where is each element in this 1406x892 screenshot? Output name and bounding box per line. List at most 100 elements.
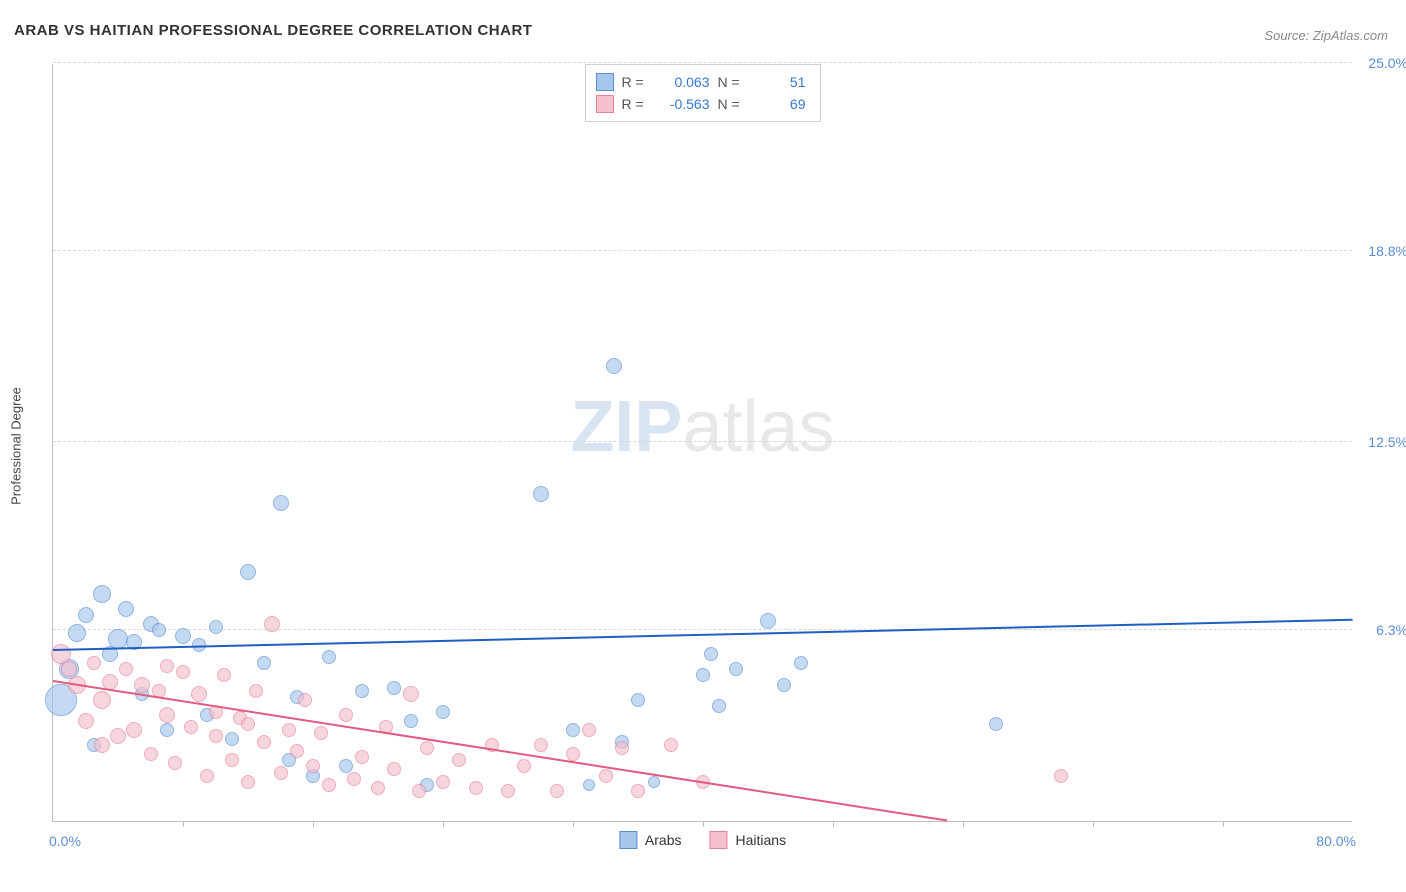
scatter-point xyxy=(404,714,418,728)
x-tick xyxy=(833,821,834,827)
x-tick xyxy=(183,821,184,827)
scatter-point xyxy=(209,620,223,634)
x-tick xyxy=(703,821,704,827)
scatter-point xyxy=(191,686,207,702)
scatter-point xyxy=(273,495,289,511)
scatter-point xyxy=(712,699,726,713)
scatter-point xyxy=(225,753,239,767)
arabs-swatch-icon xyxy=(596,73,614,91)
scatter-point xyxy=(420,741,434,755)
scatter-point xyxy=(225,732,239,746)
scatter-point xyxy=(339,708,353,722)
watermark-bold: ZIP xyxy=(570,387,682,467)
scatter-point xyxy=(582,723,596,737)
x-axis-max-label: 80.0% xyxy=(1316,833,1356,849)
scatter-point xyxy=(118,601,134,617)
scatter-point xyxy=(729,662,743,676)
scatter-point xyxy=(533,486,549,502)
scatter-point xyxy=(176,665,190,679)
gridline xyxy=(53,250,1352,251)
n-label: N = xyxy=(718,71,746,93)
scatter-point xyxy=(68,624,86,642)
scatter-point xyxy=(168,756,182,770)
source-value: ZipAtlas.com xyxy=(1313,28,1388,43)
gridline xyxy=(53,62,1352,63)
scatter-point xyxy=(347,772,361,786)
source-attribution: Source: ZipAtlas.com xyxy=(1264,28,1388,43)
trend-line xyxy=(53,680,947,821)
scatter-point xyxy=(648,776,660,788)
scatter-point xyxy=(403,686,419,702)
scatter-point xyxy=(200,769,214,783)
trend-line xyxy=(53,619,1353,651)
scatter-point xyxy=(108,629,128,649)
scatter-point xyxy=(290,744,304,758)
r-label: R = xyxy=(622,93,650,115)
stats-row-haitians: R = -0.563 N = 69 xyxy=(596,93,806,115)
scatter-point xyxy=(517,759,531,773)
legend-label-haitians: Haitians xyxy=(735,832,786,848)
haitians-n-value: 69 xyxy=(754,93,806,115)
correlation-stats-box: R = 0.063 N = 51 R = -0.563 N = 69 xyxy=(585,64,821,122)
scatter-point xyxy=(257,735,271,749)
legend-item-arabs: Arabs xyxy=(619,831,682,849)
scatter-point xyxy=(989,717,1003,731)
series-legend: Arabs Haitians xyxy=(619,831,786,849)
scatter-point xyxy=(550,784,564,798)
scatter-point xyxy=(217,668,231,682)
scatter-point xyxy=(160,659,174,673)
scatter-point xyxy=(583,779,595,791)
y-axis-title: Professional Degree xyxy=(9,387,24,505)
scatter-point xyxy=(355,750,369,764)
scatter-point xyxy=(534,738,548,752)
arabs-r-value: 0.063 xyxy=(658,71,710,93)
legend-item-haitians: Haitians xyxy=(709,831,786,849)
scatter-point xyxy=(501,784,515,798)
scatter-point xyxy=(387,681,401,695)
x-tick xyxy=(1223,821,1224,827)
scatter-point xyxy=(264,616,280,632)
y-tick-label: 12.5% xyxy=(1368,434,1406,450)
scatter-point xyxy=(144,747,158,761)
scatter-point xyxy=(606,358,622,374)
plot-area: ZIPatlas R = 0.063 N = 51 R = -0.563 N =… xyxy=(52,64,1352,822)
scatter-point xyxy=(93,691,111,709)
scatter-point xyxy=(160,723,174,737)
scatter-point xyxy=(314,726,328,740)
y-tick-label: 6.3% xyxy=(1376,622,1406,638)
scatter-point xyxy=(134,677,150,693)
scatter-point xyxy=(282,723,296,737)
scatter-point xyxy=(436,775,450,789)
scatter-point xyxy=(387,762,401,776)
scatter-point xyxy=(78,607,94,623)
y-tick-label: 18.8% xyxy=(1368,243,1406,259)
scatter-point xyxy=(469,781,483,795)
haitians-r-value: -0.563 xyxy=(658,93,710,115)
scatter-point xyxy=(119,662,133,676)
scatter-point xyxy=(631,784,645,798)
scatter-point xyxy=(664,738,678,752)
haitians-swatch-icon xyxy=(596,95,614,113)
chart-title: ARAB VS HAITIAN PROFESSIONAL DEGREE CORR… xyxy=(14,22,532,39)
x-tick xyxy=(313,821,314,827)
scatter-point xyxy=(94,737,110,753)
scatter-point xyxy=(257,656,271,670)
stats-row-arabs: R = 0.063 N = 51 xyxy=(596,71,806,93)
scatter-point xyxy=(240,564,256,580)
scatter-point xyxy=(175,628,191,644)
scatter-point xyxy=(110,728,126,744)
scatter-point xyxy=(760,613,776,629)
watermark: ZIPatlas xyxy=(570,386,834,468)
x-axis-min-label: 0.0% xyxy=(49,833,81,849)
n-label: N = xyxy=(718,93,746,115)
scatter-point xyxy=(159,707,175,723)
arabs-n-value: 51 xyxy=(754,71,806,93)
scatter-point xyxy=(696,668,710,682)
scatter-point xyxy=(209,729,223,743)
scatter-point xyxy=(412,784,426,798)
haitians-swatch-icon xyxy=(709,831,727,849)
scatter-point xyxy=(436,705,450,719)
scatter-point xyxy=(87,656,101,670)
x-tick xyxy=(443,821,444,827)
x-tick xyxy=(963,821,964,827)
